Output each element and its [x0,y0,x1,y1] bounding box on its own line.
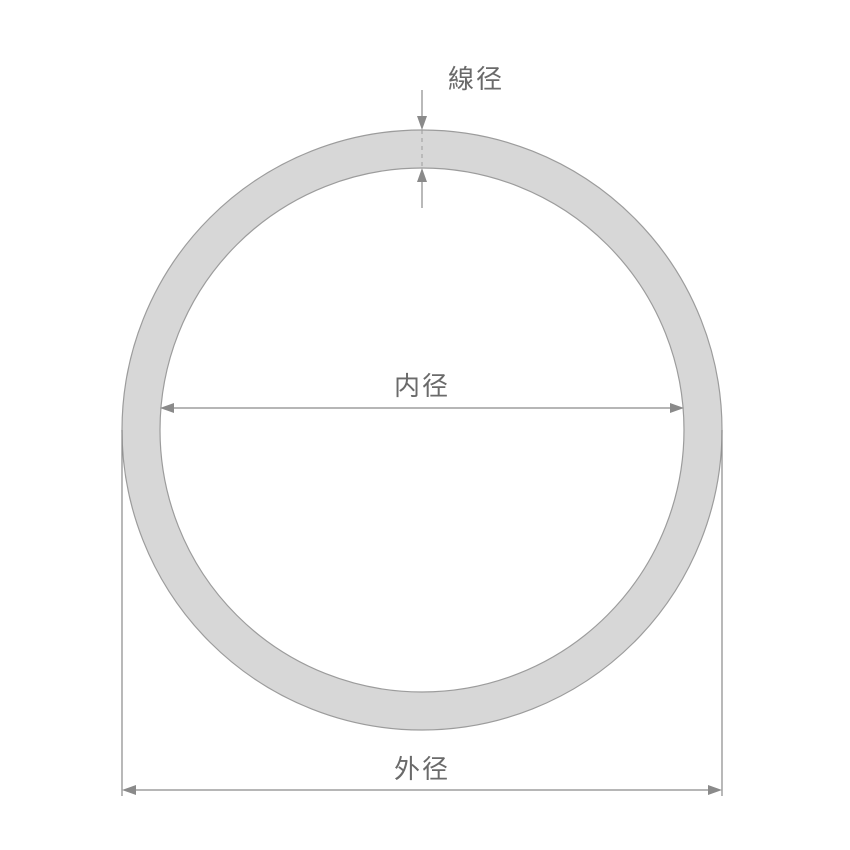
oring-dimension-diagram: 線径内径外径 [0,0,850,850]
label-inner-diameter: 内径 [394,371,450,401]
label-wire-diameter: 線径 [448,64,504,94]
label-outer-diameter: 外径 [394,754,450,784]
